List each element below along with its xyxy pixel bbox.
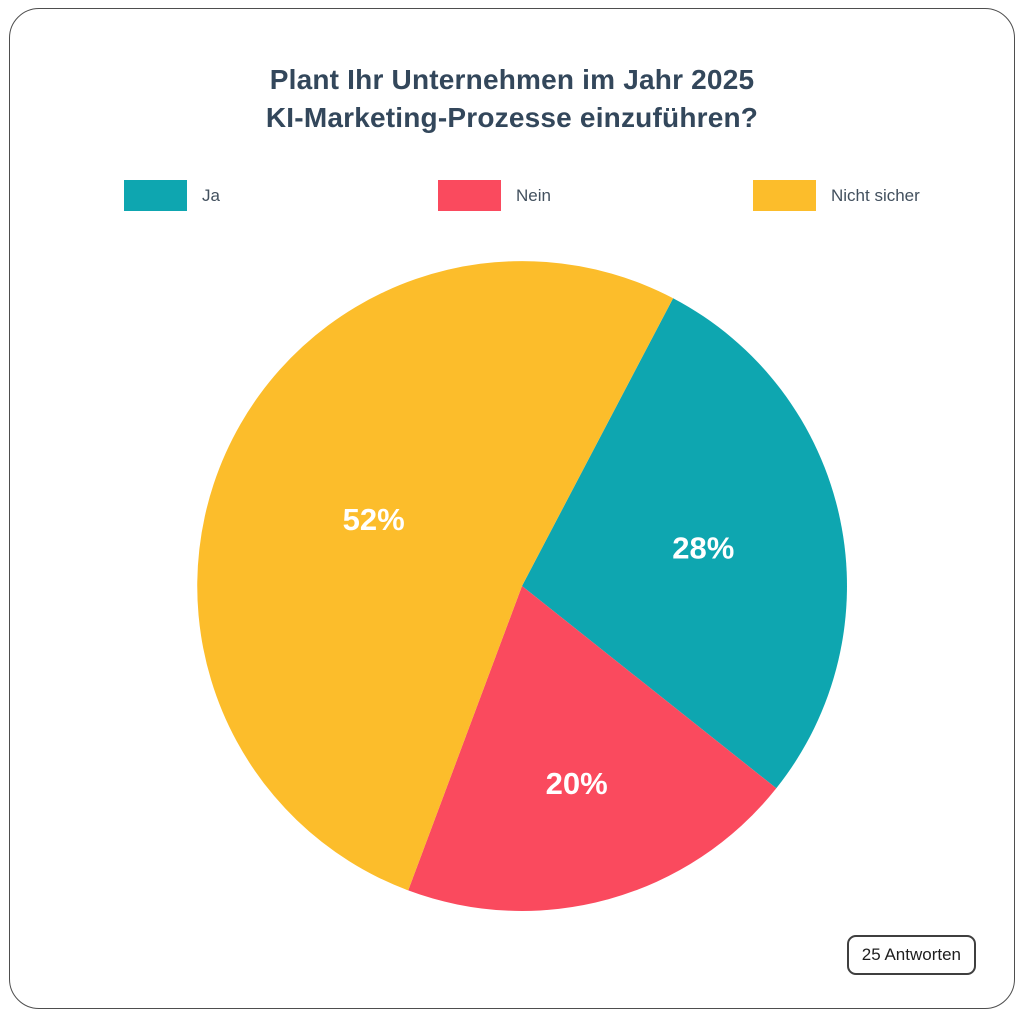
card-frame: Plant Ihr Unternehmen im Jahr 2025 KI-Ma… (9, 8, 1015, 1009)
pie-chart: 28% 20% 52% (10, 9, 1024, 1025)
pie-slice-label-ja: 28% (672, 530, 734, 565)
pie-slice-label-nicht-sicher: 52% (343, 502, 405, 537)
response-count-badge: 25 Antworten (847, 935, 976, 975)
pie-slice-label-nein: 20% (546, 766, 608, 801)
